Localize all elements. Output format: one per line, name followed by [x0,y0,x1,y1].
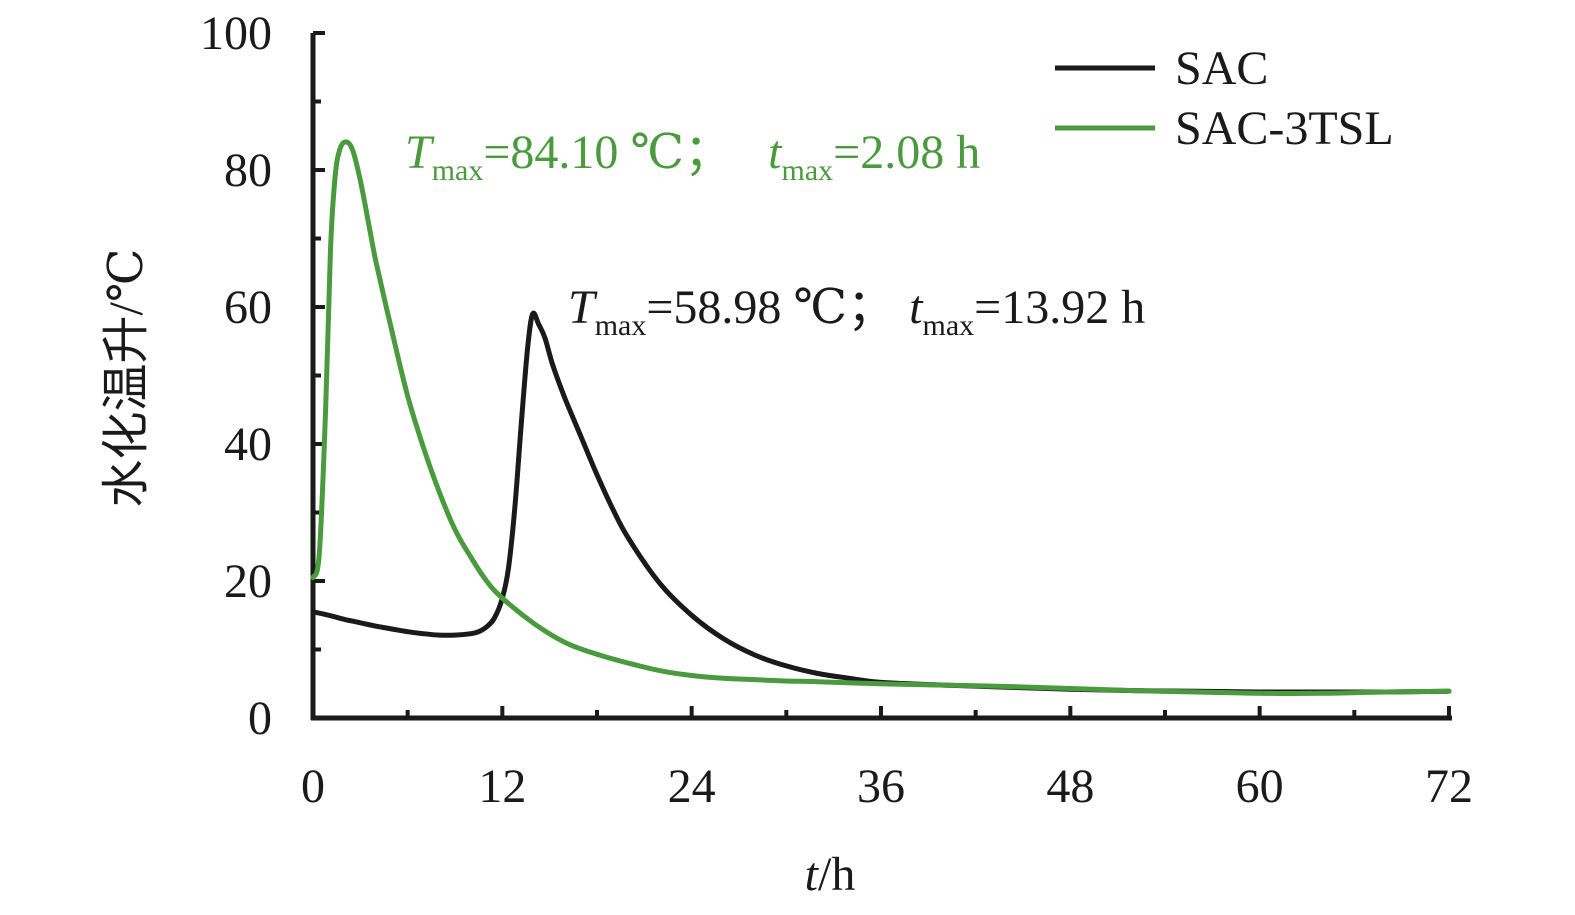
legend: SAC SAC-3TSL [1055,42,1394,155]
x-tick-label: 60 [1236,760,1284,813]
annotation-T-var: T [568,281,598,334]
annotation-T-sub: max [595,309,647,342]
x-axis-label-var: t [805,848,820,901]
y-tick-label: 20 [224,555,272,608]
x-tick-label: 36 [857,760,905,813]
y-tick-label: 0 [248,692,272,745]
annotation-t-var: t [909,281,924,334]
y-tick-label: 40 [224,418,272,471]
x-tick-label: 12 [478,760,526,813]
y-ticks: 0 20 40 60 80 100 [200,7,325,745]
series-line-sac-3tsl [310,139,1452,697]
y-axis-label: 水化温升/℃ [100,248,153,507]
y-tick-label: 100 [200,7,272,60]
series-line-sac [310,310,1452,695]
x-ticks: 0 12 24 36 48 60 72 [301,706,1473,813]
annotation-t-sub: max [781,154,833,187]
annotation-t-var: t [768,126,783,179]
x-tick-label: 0 [301,760,325,813]
x-tick-label: 72 [1425,760,1473,813]
y-tick-label: 60 [224,281,272,334]
annotation-t-value: =2.08 h [833,126,980,179]
x-axis-label: t/h [805,848,856,901]
x-tick-label: 24 [668,760,716,813]
legend-label-sac: SAC [1175,42,1268,95]
legend-label-sac-3tsl: SAC-3TSL [1175,102,1394,155]
annotation-t-sub: max [922,309,974,342]
annotation-T-value: =84.10 ℃； [483,126,732,179]
annotation-T-var: T [405,126,435,179]
annotation-sac: Tmax=58.98 ℃； tmax=13.92 h [568,281,1145,342]
annotation-t-value: =13.92 h [974,281,1145,334]
x-axis-label-unit: /h [818,848,855,901]
annotation-sac-3tsl: Tmax=84.10 ℃； tmax=2.08 h [405,126,980,187]
annotation-T-sub: max [432,154,484,187]
series-layer [310,139,1452,697]
y-tick-label: 80 [224,144,272,197]
annotation-T-value: =58.98 ℃； [646,281,895,334]
x-tick-label: 48 [1046,760,1094,813]
